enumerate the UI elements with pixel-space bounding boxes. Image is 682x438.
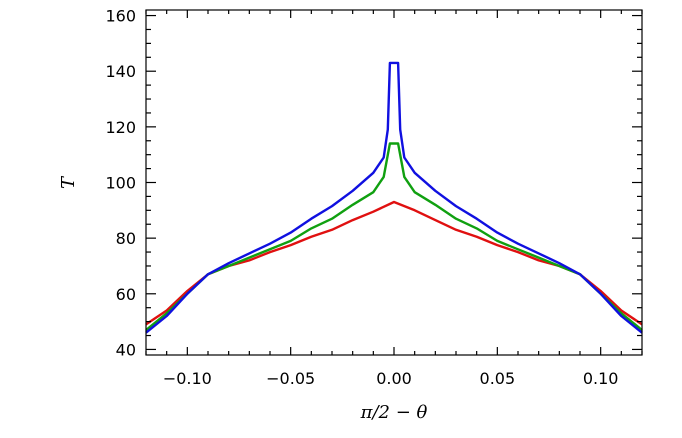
y-tick-label: 60 <box>116 285 136 304</box>
x-tick-label: −0.05 <box>266 369 315 388</box>
y-tick-label: 140 <box>105 62 136 81</box>
x-tick-label: −0.10 <box>163 369 212 388</box>
x-tick-label: 0.05 <box>480 369 516 388</box>
series-line-2 <box>145 142 643 331</box>
y-axis-label: T <box>58 175 79 189</box>
x-axis-label: π/2 − θ <box>360 402 428 423</box>
x-tick-label: 0.00 <box>376 369 412 388</box>
series-layer <box>145 61 643 334</box>
y-tick-label: 80 <box>116 229 136 248</box>
y-tick-label: 100 <box>105 174 136 193</box>
y-tick-label: 160 <box>105 7 136 26</box>
tick-layer: −0.10 −0.05 0.00 0.05 0.10 40 60 80 100 120 140 160 <box>105 7 643 388</box>
x-tick-label: 0.10 <box>583 369 619 388</box>
series-line-3 <box>145 61 643 334</box>
series-line-1 <box>145 200 643 326</box>
y-tick-label: 120 <box>105 118 136 137</box>
y-tick-label: 40 <box>116 340 136 359</box>
